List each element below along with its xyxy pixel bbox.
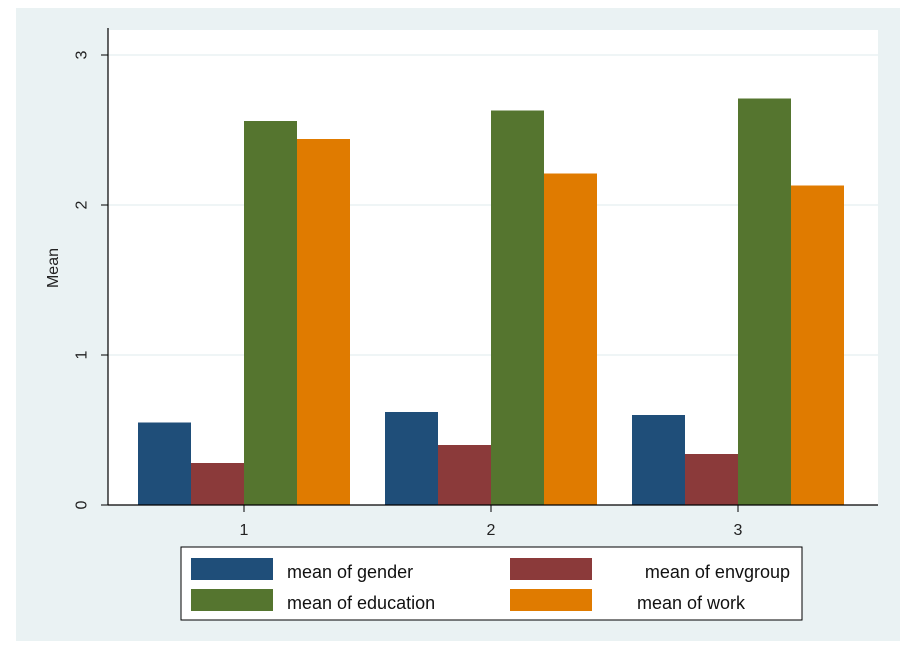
legend-label: mean of envgroup [645,562,790,582]
bar-mean-of-work-3 [791,185,844,505]
bar-mean-of-education-2 [491,110,544,505]
y-tick-label: 2 [74,200,91,209]
legend: mean of gender mean of envgroup mean of ed… [180,546,803,621]
bar-mean-of-gender-1 [138,422,191,505]
bar-mean-of-work-1 [297,139,350,505]
y-tick-label: 3 [74,50,91,59]
bar-mean-of-envgroup-2 [438,445,491,505]
legend-key-mean-of-work [510,589,592,611]
y-axis-title: Mean [45,248,62,288]
legend-label: mean of education [287,593,435,613]
legend-box [180,546,803,621]
y-tick-label: 1 [74,350,91,359]
legend-key-mean-of-gender [191,558,273,580]
bar-mean-of-envgroup-3 [685,454,738,505]
x-tick-label: 3 [734,522,743,539]
x-tick-label: 2 [487,522,496,539]
bar-mean-of-envgroup-1 [191,463,244,505]
bar-mean-of-gender-3 [632,415,685,505]
legend-key-mean-of-envgroup [510,558,592,580]
legend-key-mean-of-education [191,589,273,611]
bar-mean-of-work-2 [544,173,597,505]
x-tick-label: 1 [240,522,249,539]
legend-label: mean of gender [287,562,413,582]
legend-label: mean of work [637,593,746,613]
y-axis-ticks: 0 1 2 3 [74,50,108,509]
bars [138,98,844,505]
bar-mean-of-education-1 [244,121,297,505]
bar-mean-of-education-3 [738,98,791,505]
y-tick-label: 0 [74,500,91,509]
x-axis-ticks: 1 2 3 [240,505,743,539]
axes [107,28,878,506]
bar-mean-of-gender-2 [385,412,438,505]
